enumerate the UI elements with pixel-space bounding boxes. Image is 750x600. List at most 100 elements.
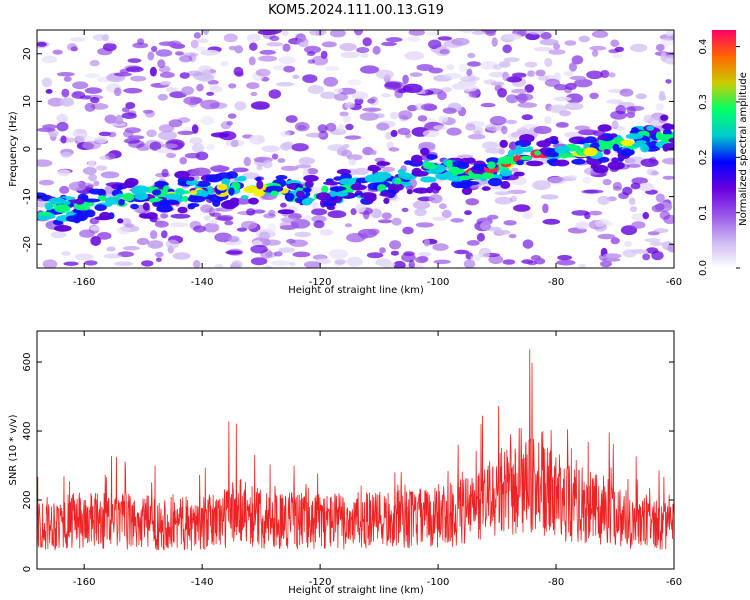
heatmap-noise-blob [467,133,486,140]
heatmap-ridge-blob [164,193,180,200]
heatmap-noise-blob [471,92,479,99]
heatmap-noise-blob [181,86,194,96]
heatmap-noise-blob [517,93,528,104]
heatmap-noise-blob [56,72,75,77]
heatmap-noise-blob [277,158,286,163]
heatmap-noise-blob [563,71,574,77]
heatmap-noise-blob [610,110,627,120]
heatmap-noise-blob [307,59,316,64]
heatmap-noise-blob [161,168,169,178]
x-tick-label: -140 [191,577,214,588]
heatmap-noise-blob [649,241,664,246]
heatmap-noise-blob [191,124,199,134]
heatmap-noise-blob [477,251,491,258]
heatmap-noise-blob [193,225,206,233]
heatmap-noise-blob [503,33,522,40]
heatmap-noise-blob [503,57,520,63]
heatmap-noise-blob [307,85,325,94]
heatmap-noise-blob [105,192,114,198]
heatmap-noise-blob [82,166,97,175]
heatmap-ridge-blob [37,192,47,199]
heatmap-noise-blob [100,171,120,179]
heatmap-noise-blob [417,115,428,122]
heatmap-noise-blob [280,142,292,151]
heatmap-ridge-blob [234,177,245,182]
heatmap-ridge-blob [270,190,279,197]
heatmap-ridge-blob [131,185,150,194]
heatmap-noise-blob [568,62,578,72]
heatmap-noise-blob [246,82,260,89]
heatmap-noise-blob [214,232,233,243]
heatmap-noise-blob [274,251,283,257]
heatmap-noise-blob [367,98,376,104]
heatmap-noise-blob [655,44,665,52]
heatmap-noise-blob [242,172,260,179]
heatmap-ridge-blob [334,191,349,197]
heatmap-noise-blob [113,261,134,267]
heatmap-ridge-blob [118,199,125,206]
heatmap-noise-blob [399,114,409,122]
heatmap-noise-blob [191,143,205,153]
heatmap-noise-blob [488,254,504,265]
heatmap-noise-blob [470,254,482,262]
heatmap-noise-blob [480,221,491,231]
heatmap-noise-blob [70,37,86,42]
heatmap-noise-blob [57,169,71,177]
heatmap-ridge-blob [607,161,625,170]
heatmap-noise-blob [184,152,201,159]
heatmap-noise-blob [241,220,258,230]
heatmap-noise-blob [438,115,449,123]
heatmap-noise-blob [655,103,664,111]
x-tick-label: -100 [427,277,450,288]
heatmap-ridge-blob [336,168,351,175]
heatmap-ridge-blob [458,175,472,181]
heatmap-noise-blob [174,51,185,56]
heatmap-ridge-blob [304,197,315,203]
heatmap-noise-blob [220,60,229,67]
heatmap-noise-blob [155,49,173,57]
heatmap-noise-blob [402,74,409,85]
heatmap-noise-blob [401,207,409,213]
heatmap-noise-blob [248,134,265,145]
heatmap-noise-blob [327,144,347,152]
heatmap-noise-blob [159,71,175,78]
heatmap-noise-blob [193,32,201,39]
heatmap-ridge-blob [497,156,514,165]
heatmap-noise-blob [522,211,533,220]
heatmap-noise-blob [375,69,394,80]
x-tick-label: -160 [73,277,96,288]
heatmap-ridge-blob [631,127,639,135]
heatmap-noise-blob [474,130,482,135]
heatmap-noise-blob [428,67,443,74]
heatmap-noise-blob [597,233,616,240]
heatmap-noise-blob [385,37,403,43]
heatmap-noise-blob [250,91,258,97]
heatmap-ridge-blob [668,137,674,144]
heatmap-noise-blob [270,260,291,266]
heatmap-noise-blob [368,228,380,235]
heatmap-ridge-blob [597,135,608,141]
heatmap-noise-blob [511,167,519,172]
heatmap-noise-blob [157,93,168,101]
heatmap-noise-blob [542,203,549,214]
heatmap-noise-blob [465,123,476,131]
heatmap-noise-blob [640,158,659,167]
heatmap-ridge-blob [99,211,111,220]
heatmap-noise-blob [230,139,239,148]
y-tick-label: 0 [22,566,33,572]
heatmap-noise-blob [208,219,218,225]
heatmap-noise-blob [128,140,145,148]
heatmap-noise-blob [662,175,674,180]
heatmap-noise-blob [432,243,449,251]
heatmap-noise-blob [573,78,593,88]
heatmap-ridge-blob [228,187,235,196]
heatmap-noise-blob [624,240,632,247]
heatmap-ridge-blob [459,179,473,189]
heatmap-noise-blob [71,91,86,99]
heatmap-noise-blob [366,252,384,259]
heatmap-noise-blob [556,259,576,266]
heatmap-ridge-blob [420,176,437,183]
heatmap-noise-blob [196,83,204,92]
heatmap-noise-blob [487,214,499,220]
heatmap-ridge-blob [122,192,135,202]
